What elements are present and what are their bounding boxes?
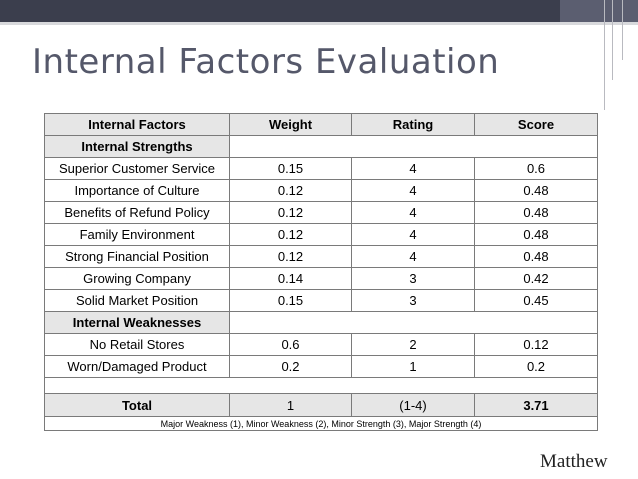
total-rating: (1-4)	[351, 393, 475, 417]
total-label: Total	[44, 393, 230, 417]
rating-cell: 4	[351, 179, 475, 202]
top-bar	[0, 0, 638, 22]
factor-cell: Benefits of Refund Policy	[44, 201, 230, 224]
score-cell: 0.42	[474, 267, 598, 290]
rating-legend: Major Weakness (1), Minor Weakness (2), …	[44, 416, 598, 431]
score-cell: 0.6	[474, 157, 598, 180]
total-row: Total 1 (1-4) 3.71	[44, 393, 598, 417]
weight-cell: 0.12	[229, 179, 352, 202]
rating-cell: 1	[351, 355, 475, 378]
top-bar-accent	[560, 0, 638, 22]
score-cell: 0.48	[474, 245, 598, 268]
weight-cell: 0.12	[229, 201, 352, 224]
weight-cell: 0.12	[229, 223, 352, 246]
score-cell: 0.48	[474, 179, 598, 202]
table-row: Superior Customer Service 0.15 4 0.6	[44, 157, 598, 180]
rating-cell: 4	[351, 223, 475, 246]
rating-cell: 3	[351, 289, 475, 312]
blank-cell	[44, 377, 598, 394]
table-row: Worn/Damaged Product 0.2 1 0.2	[44, 355, 598, 378]
score-cell: 0.12	[474, 333, 598, 356]
score-cell: 0.45	[474, 289, 598, 312]
weight-cell: 0.2	[229, 355, 352, 378]
rating-cell: 3	[351, 267, 475, 290]
slide-title: Internal Factors Evaluation	[32, 42, 500, 82]
blank-row	[44, 377, 598, 394]
factor-cell: Worn/Damaged Product	[44, 355, 230, 378]
weaknesses-section-label: Internal Weaknesses	[44, 311, 230, 334]
table-row: Importance of Culture 0.12 4 0.48	[44, 179, 598, 202]
decorative-line	[622, 0, 623, 60]
rating-cell: 4	[351, 201, 475, 224]
table-row: Family Environment 0.12 4 0.48	[44, 223, 598, 246]
factor-cell: No Retail Stores	[44, 333, 230, 356]
total-weight: 1	[229, 393, 352, 417]
section-blank	[229, 135, 598, 158]
decorative-line	[612, 0, 613, 80]
header-internal-factors: Internal Factors	[44, 113, 230, 136]
score-cell: 0.2	[474, 355, 598, 378]
table-row: No Retail Stores 0.6 2 0.12	[44, 333, 598, 356]
score-cell: 0.48	[474, 201, 598, 224]
factor-cell: Strong Financial Position	[44, 245, 230, 268]
factor-cell: Solid Market Position	[44, 289, 230, 312]
score-cell: 0.48	[474, 223, 598, 246]
ife-table: Internal Factors Weight Rating Score Int…	[44, 113, 598, 431]
rating-cell: 4	[351, 245, 475, 268]
weight-cell: 0.15	[229, 157, 352, 180]
author-name: Matthew	[540, 451, 608, 472]
weight-cell: 0.14	[229, 267, 352, 290]
weight-cell: 0.12	[229, 245, 352, 268]
header-weight: Weight	[229, 113, 352, 136]
factor-cell: Growing Company	[44, 267, 230, 290]
header-rating: Rating	[351, 113, 475, 136]
total-score: 3.71	[474, 393, 598, 417]
rating-cell: 4	[351, 157, 475, 180]
factor-cell: Importance of Culture	[44, 179, 230, 202]
weaknesses-section-row: Internal Weaknesses	[44, 311, 598, 334]
header-score: Score	[474, 113, 598, 136]
factor-cell: Family Environment	[44, 223, 230, 246]
table-row: Strong Financial Position 0.12 4 0.48	[44, 245, 598, 268]
strengths-section-label: Internal Strengths	[44, 135, 230, 158]
weight-cell: 0.15	[229, 289, 352, 312]
table-row: Solid Market Position 0.15 3 0.45	[44, 289, 598, 312]
factor-cell: Superior Customer Service	[44, 157, 230, 180]
strengths-section-row: Internal Strengths	[44, 135, 598, 158]
decorative-line	[604, 0, 605, 110]
table-header-row: Internal Factors Weight Rating Score	[44, 113, 598, 136]
rating-cell: 2	[351, 333, 475, 356]
table-row: Growing Company 0.14 3 0.42	[44, 267, 598, 290]
table-row: Benefits of Refund Policy 0.12 4 0.48	[44, 201, 598, 224]
weight-cell: 0.6	[229, 333, 352, 356]
legend-row: Major Weakness (1), Minor Weakness (2), …	[44, 416, 598, 431]
section-blank	[229, 311, 598, 334]
top-bar-separator	[0, 22, 638, 25]
